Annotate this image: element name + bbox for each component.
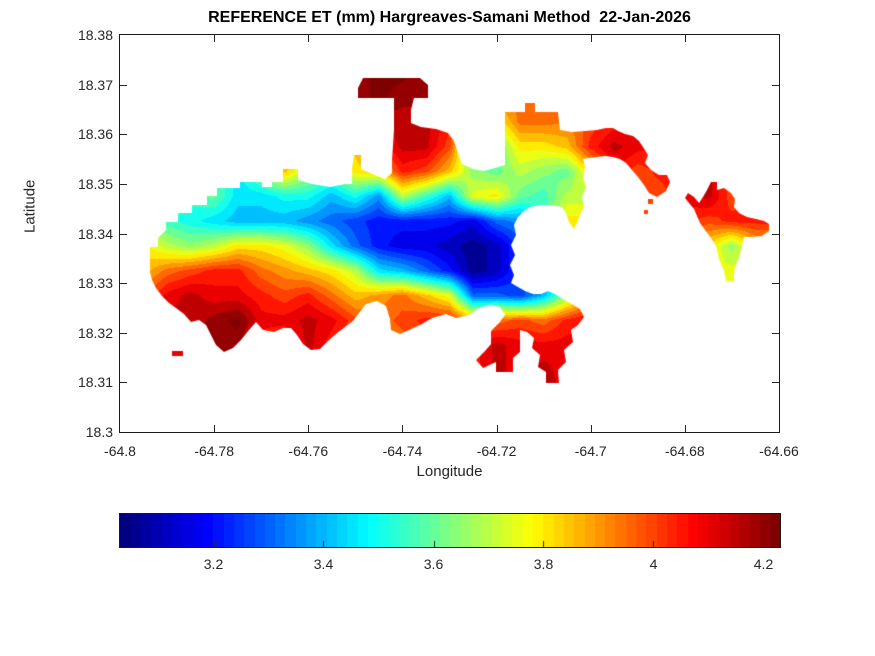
contour-map-canvas: [120, 35, 779, 432]
tick-mark: [772, 85, 779, 86]
y-tick-label: 18.38: [77, 27, 113, 43]
y-tick-label: 18.3: [85, 424, 113, 440]
tick-mark: [685, 35, 686, 42]
x-axis-label: Longitude: [416, 463, 483, 480]
y-tick-label: 18.31: [77, 374, 113, 391]
tick-mark: [772, 134, 779, 135]
tick-mark: [308, 35, 309, 42]
tick-mark: [772, 382, 779, 383]
tick-mark: [214, 35, 215, 42]
x-tick-label: -64.66: [759, 443, 799, 459]
tick-mark: [214, 425, 215, 432]
y-tick-label: 18.37: [77, 76, 113, 93]
tick-mark: [772, 283, 779, 284]
y-tick-label: 18.32: [77, 324, 113, 341]
colorbar-tick-label: 3.2: [203, 556, 224, 572]
colorbar: [119, 513, 781, 548]
tick-mark: [685, 425, 686, 432]
y-tick-label: 18.33: [77, 275, 113, 292]
tick-mark: [772, 234, 779, 235]
y-tick-label: 18.34: [77, 225, 113, 242]
colorbar-tick-label: 3.8: [533, 556, 554, 572]
x-tick-label: -64.74: [382, 443, 423, 459]
x-tick-label: -64.7: [574, 443, 607, 459]
plot-area: [119, 34, 780, 433]
tick-mark: [591, 425, 592, 432]
tick-mark: [120, 184, 127, 185]
tick-mark: [772, 184, 779, 185]
tick-mark: [120, 85, 127, 86]
tick-mark: [120, 382, 127, 383]
tick-mark: [497, 425, 498, 432]
y-tick-label: 18.36: [77, 126, 113, 143]
colorbar-tick-label: 4: [649, 556, 658, 572]
tick-mark: [402, 425, 403, 432]
colorbar-tick-label: 3.6: [423, 556, 444, 572]
tick-mark: [120, 283, 127, 284]
tick-mark: [120, 234, 127, 235]
tick-mark: [402, 35, 403, 42]
tick-mark: [591, 35, 592, 42]
x-tick-label: -64.68: [664, 443, 705, 459]
x-tick-label: -64.78: [194, 443, 234, 459]
tick-mark: [120, 333, 127, 334]
tick-mark: [308, 425, 309, 432]
colorbar-gradient-canvas: [120, 514, 780, 547]
chart-title: REFERENCE ET (mm) Hargreaves-Samani Meth…: [208, 9, 691, 26]
x-tick-label: -64.72: [476, 443, 517, 459]
tick-mark: [120, 134, 127, 135]
y-tick-label: 18.35: [77, 175, 113, 192]
tick-mark: [772, 333, 779, 334]
colorbar-tick-label: 4.2: [753, 556, 774, 572]
colorbar-tick-label: 3.4: [313, 556, 334, 572]
x-tick-label: -64.8: [104, 443, 136, 459]
tick-mark: [497, 35, 498, 42]
x-tick-label: -64.76: [288, 443, 329, 459]
